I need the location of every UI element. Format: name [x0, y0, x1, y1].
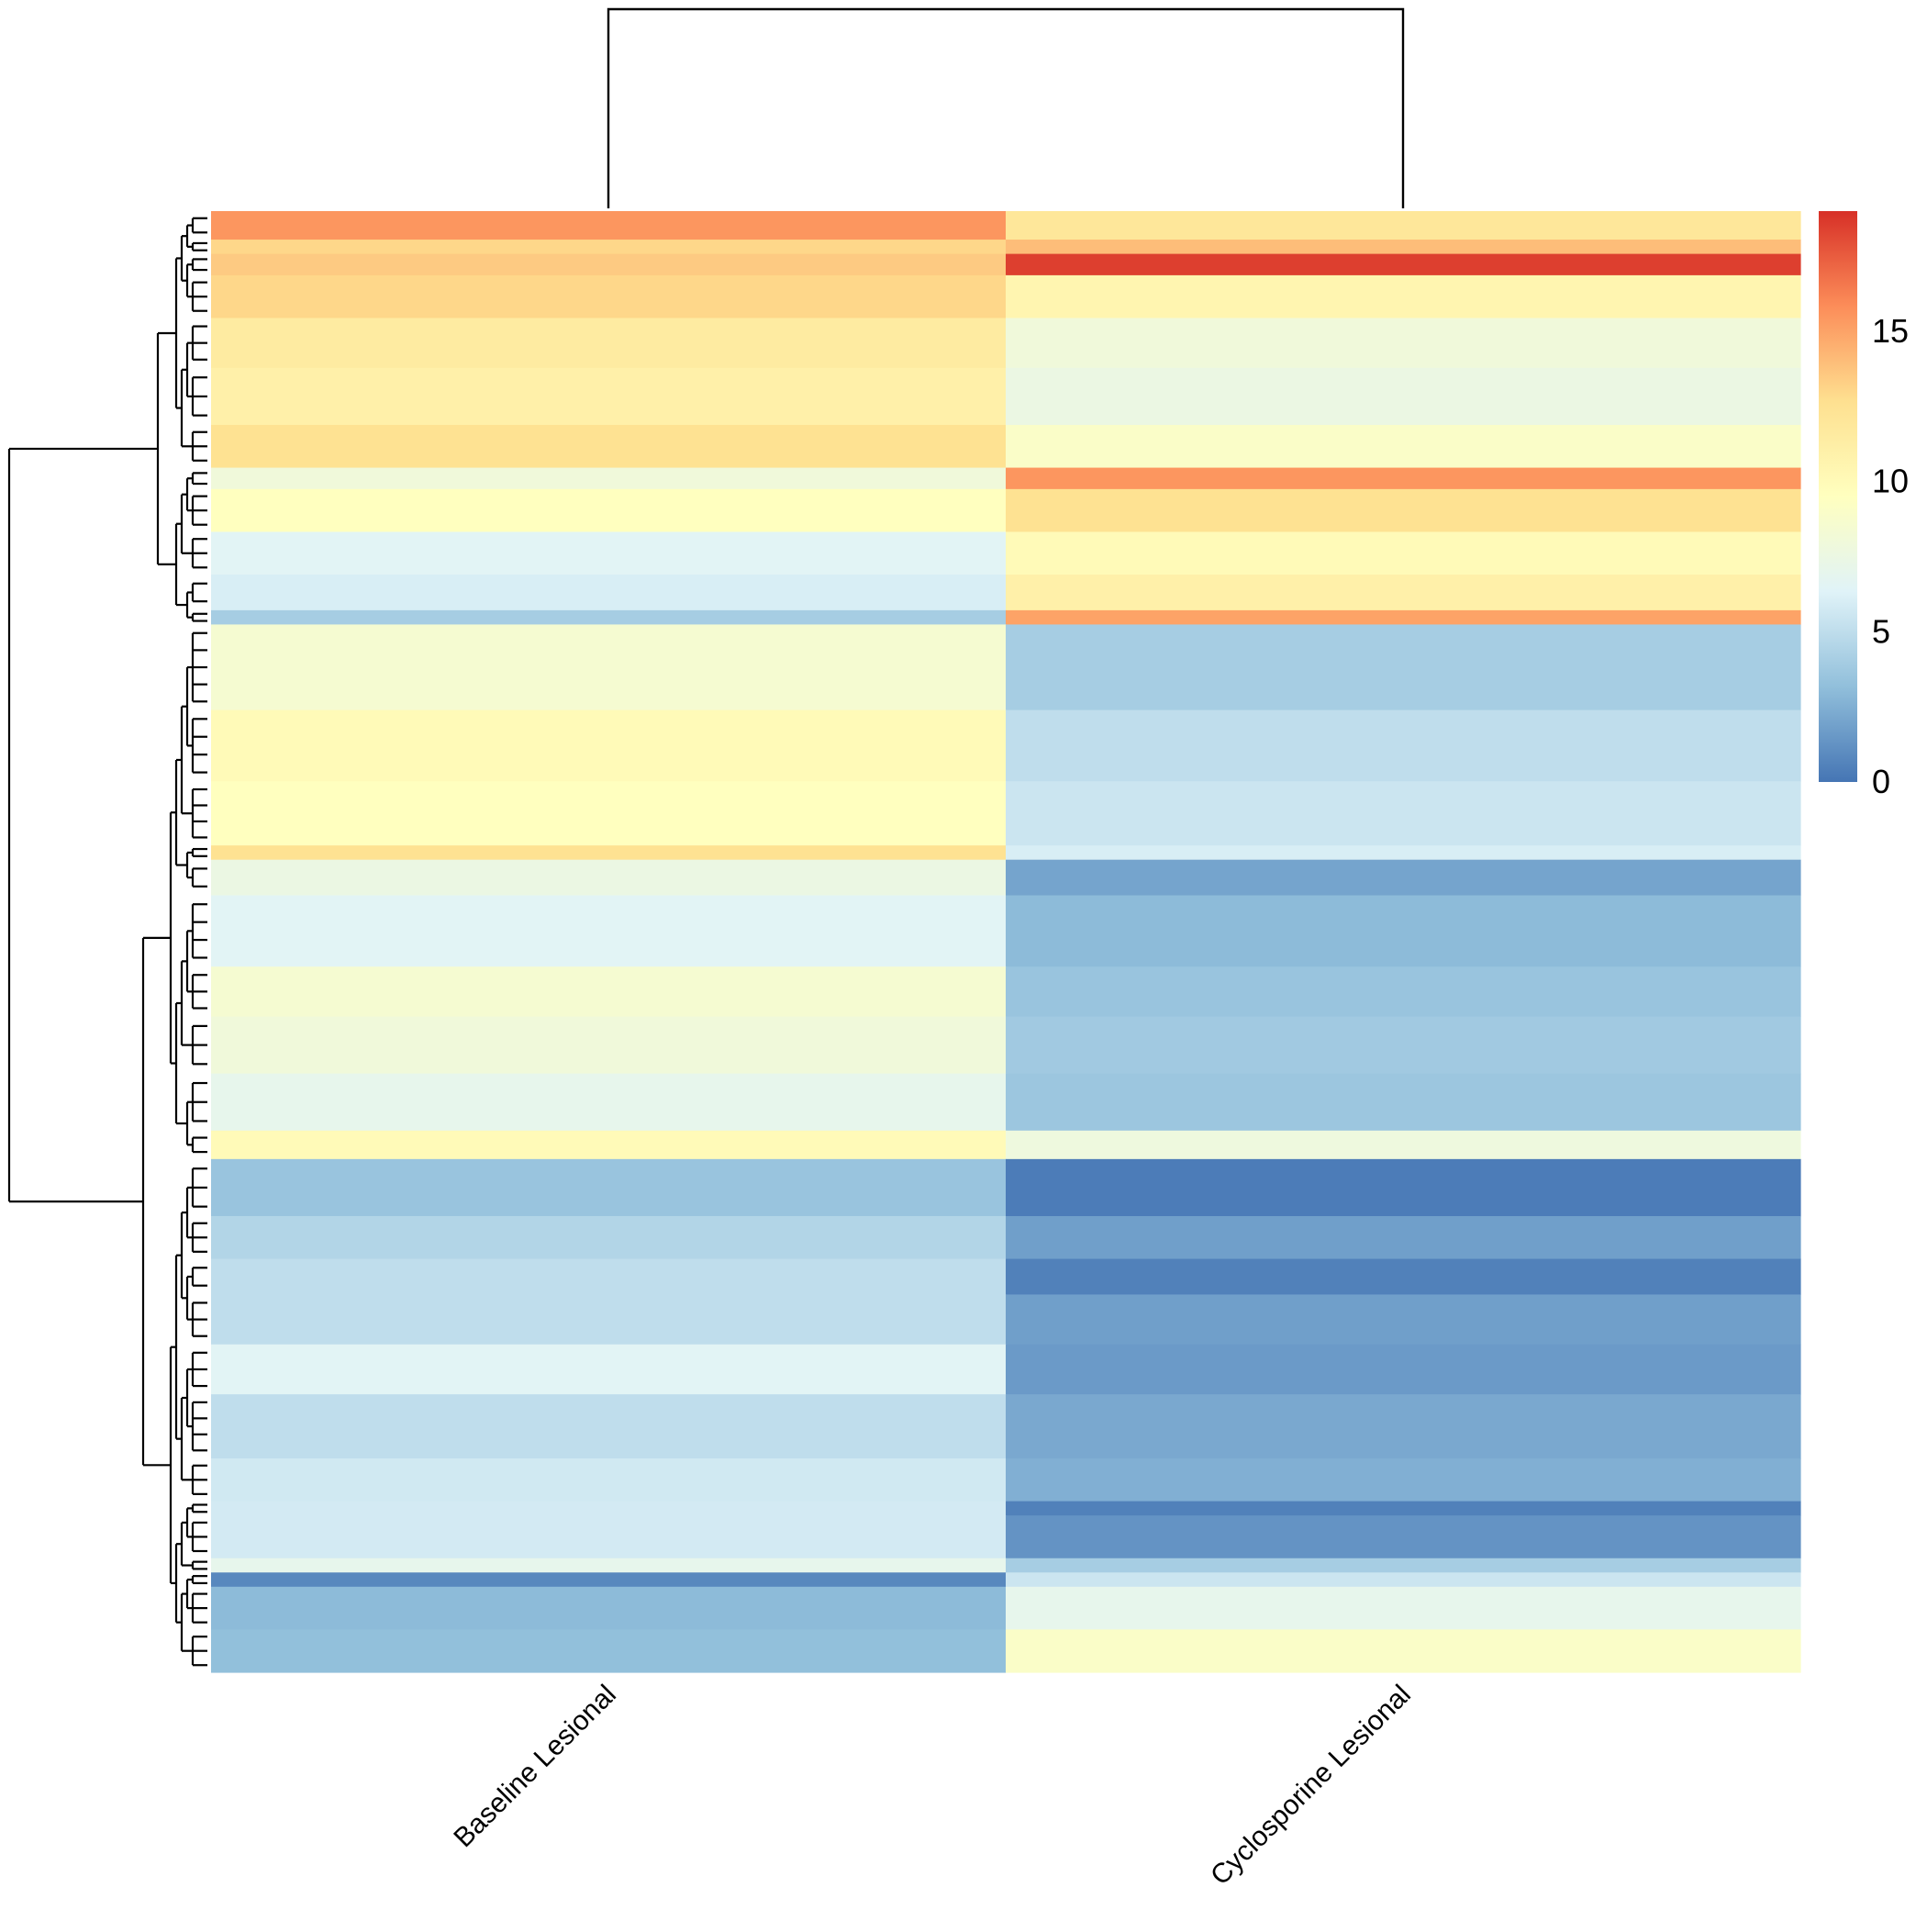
heatmap-cell-20-1	[1006, 1073, 1801, 1132]
heatmap-cell-29-0	[211, 1501, 1007, 1516]
heatmap-cell-7-1	[1006, 467, 1801, 490]
column-dendrogram	[607, 7, 1405, 208]
heatmap-cell-3-0	[211, 274, 1007, 319]
heatmap-cell-10-1	[1006, 575, 1801, 611]
heatmap-cell-25-1	[1006, 1294, 1801, 1346]
heatmap-cell-9-1	[1006, 531, 1801, 575]
heatmap-cell-31-1	[1006, 1558, 1801, 1573]
heatmap-cell-9-0	[211, 531, 1007, 575]
row-dendrogram	[7, 217, 207, 1667]
heatmap-cell-12-0	[211, 624, 1007, 711]
color-legend-tick-label: 0	[1872, 763, 1890, 800]
heatmap-cell-14-0	[211, 781, 1007, 846]
heatmap-cell-6-0	[211, 424, 1007, 469]
heatmap-cell-4-0	[211, 318, 1007, 369]
heatmap-cell-11-1	[1006, 609, 1801, 626]
heatmap-cell-19-1	[1006, 1016, 1801, 1075]
heatmap-cell-19-0	[211, 1016, 1007, 1075]
heatmap-cell-23-0	[211, 1215, 1007, 1260]
heatmap-cell-18-1	[1006, 966, 1801, 1018]
heatmap-cell-33-0	[211, 1586, 1007, 1631]
heatmap-cell-14-1	[1006, 781, 1801, 846]
column-label-baseline-lesional: Baseline Lesional	[448, 1680, 622, 1854]
heatmap-cell-33-1	[1006, 1586, 1801, 1631]
heatmap-cell-30-1	[1006, 1515, 1801, 1559]
heatmap-cell-1-0	[211, 240, 1007, 255]
heatmap-cell-27-0	[211, 1394, 1007, 1459]
heatmap-cell-6-1	[1006, 424, 1801, 469]
heatmap-cell-26-0	[211, 1344, 1007, 1395]
heatmap-cell-15-0	[211, 845, 1007, 861]
heatmap-cell-17-0	[211, 895, 1007, 967]
color-legend-tick-label: 10	[1872, 463, 1909, 500]
heatmap-cell-13-0	[211, 709, 1007, 782]
heatmap-cell-5-0	[211, 367, 1007, 426]
heatmap-cell-1-1	[1006, 240, 1801, 255]
heatmap-cell-17-1	[1006, 895, 1801, 967]
heatmap-cell-22-0	[211, 1158, 1007, 1217]
heatmap-cell-22-1	[1006, 1158, 1801, 1217]
heatmap-cell-21-0	[211, 1130, 1007, 1160]
color-legend-tick-label: 15	[1872, 312, 1909, 350]
color-legend-bar	[1819, 211, 1857, 782]
heatmap-cell-32-0	[211, 1572, 1007, 1588]
heatmap-cell-5-1	[1006, 367, 1801, 426]
heatmap-cell-21-1	[1006, 1130, 1801, 1160]
heatmap-cell-31-0	[211, 1558, 1007, 1573]
heatmap-cell-3-1	[1006, 274, 1801, 319]
heatmap-cell-12-1	[1006, 624, 1801, 711]
heatmap-cell-0-0	[211, 211, 1007, 240]
column-dendrogram-branch	[607, 7, 1405, 208]
heatmap-cell-2-0	[211, 253, 1007, 276]
heatmap-cell-24-0	[211, 1258, 1007, 1296]
color-legend: 0 5 10 15	[1819, 211, 1909, 800]
heatmap-cell-10-0	[211, 575, 1007, 611]
heatmap-cell-0-1	[1006, 211, 1801, 240]
column-label-cyclosporine-lesional: Cyclosporine Lesional	[1205, 1680, 1417, 1892]
heatmap-cell-27-1	[1006, 1394, 1801, 1459]
heatmap-cell-20-0	[211, 1073, 1007, 1132]
heatmap-cell-8-1	[1006, 488, 1801, 533]
heatmap-cell-26-1	[1006, 1344, 1801, 1395]
heatmap-cell-32-1	[1006, 1572, 1801, 1588]
heatmap-cell-34-0	[211, 1629, 1007, 1673]
heatmap-cell-23-1	[1006, 1215, 1801, 1260]
heatmap-cell-34-1	[1006, 1629, 1801, 1673]
heatmap-cell-8-0	[211, 488, 1007, 533]
heatmap-cell-7-0	[211, 467, 1007, 490]
heatmap-cells	[211, 211, 1801, 1673]
column-labels: Baseline Lesional Cyclosporine Lesional	[448, 1680, 1417, 1892]
heatmap-cell-2-1	[1006, 253, 1801, 276]
heatmap-cell-28-0	[211, 1458, 1007, 1502]
heatmap-cell-11-0	[211, 609, 1007, 626]
heatmap-cell-15-1	[1006, 845, 1801, 861]
heatmap-cell-13-1	[1006, 709, 1801, 782]
heatmap-cell-30-0	[211, 1515, 1007, 1559]
heatmap-cell-24-1	[1006, 1258, 1801, 1296]
heatmap-cell-18-0	[211, 966, 1007, 1018]
heatmap-cell-29-1	[1006, 1501, 1801, 1516]
heatmap-cell-16-0	[211, 859, 1007, 897]
heatmap-cell-16-1	[1006, 859, 1801, 897]
heatmap-cell-28-1	[1006, 1458, 1801, 1502]
color-legend-ticks: 0 5 10 15	[1872, 312, 1909, 800]
heatmap-cell-4-1	[1006, 318, 1801, 369]
color-legend-tick-label: 5	[1872, 612, 1890, 650]
heatmap-cell-25-0	[211, 1294, 1007, 1346]
